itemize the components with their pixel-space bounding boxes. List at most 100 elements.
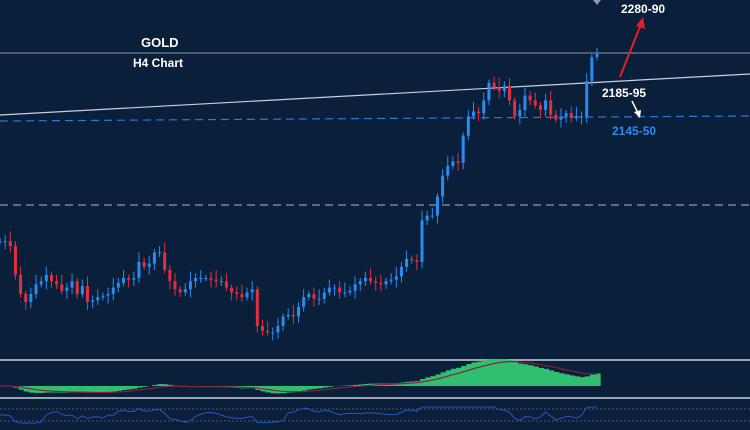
candle-body xyxy=(116,282,120,288)
candle-body xyxy=(327,287,331,293)
candle-body xyxy=(13,246,17,275)
candle-body xyxy=(75,281,79,294)
candle-body xyxy=(533,100,537,106)
macd-bar xyxy=(363,383,370,386)
macd-bar xyxy=(95,386,102,393)
candle-body xyxy=(513,100,517,117)
macd-bar xyxy=(461,366,467,386)
candle-body xyxy=(188,281,192,290)
macd-bar xyxy=(574,376,581,386)
macd-signal-line xyxy=(0,360,598,394)
candle-body xyxy=(60,284,64,291)
macd-bar xyxy=(296,386,303,392)
macd-bar xyxy=(492,358,498,386)
candle-body xyxy=(394,276,398,280)
macd-bar xyxy=(142,386,148,387)
macd-bar xyxy=(23,386,30,392)
candle-body xyxy=(590,57,594,82)
candle-body xyxy=(224,281,228,288)
macd-bar xyxy=(317,386,323,389)
macd-bar xyxy=(75,386,81,393)
candle-body xyxy=(147,263,151,267)
macd-bar xyxy=(100,386,107,393)
macd-bar xyxy=(106,386,112,393)
macd-bar xyxy=(409,381,416,386)
macd-bar xyxy=(497,358,503,386)
macd-bar xyxy=(85,386,92,393)
candle-body xyxy=(353,284,357,291)
candle-body xyxy=(163,252,167,270)
candle-body xyxy=(487,82,491,101)
candle-body xyxy=(137,262,141,278)
macd-bar xyxy=(167,384,174,386)
candle-body xyxy=(502,86,506,91)
macd-bar xyxy=(399,382,406,386)
support-dashed-line xyxy=(0,115,750,122)
candle-body xyxy=(219,281,223,283)
level-label-target: 2280-90 xyxy=(621,2,666,16)
macd-bar xyxy=(116,386,123,391)
candle-body xyxy=(276,326,280,333)
macd-bar xyxy=(502,359,509,386)
macd-bar xyxy=(512,362,519,386)
macd-bar xyxy=(414,381,421,386)
candle-body xyxy=(101,295,105,298)
candle-body xyxy=(538,105,542,110)
macd-bar xyxy=(486,359,493,386)
macd-bar xyxy=(435,374,442,386)
candle-body xyxy=(333,287,337,289)
macd-bar xyxy=(595,373,601,386)
candle-body xyxy=(111,287,115,294)
macd-bar xyxy=(394,383,400,386)
candle-body xyxy=(492,82,496,88)
candle-body xyxy=(482,100,486,114)
candle-body xyxy=(214,279,218,282)
candle-body xyxy=(168,270,172,282)
candle-body xyxy=(477,111,481,114)
candle-body xyxy=(379,282,383,285)
macd-bar xyxy=(121,386,128,391)
candle-body xyxy=(96,297,100,301)
macd-bar xyxy=(358,384,364,386)
candle-body xyxy=(595,54,599,58)
candle-body xyxy=(85,286,89,302)
macd-bar xyxy=(291,386,297,393)
candle-body xyxy=(183,289,187,293)
candle-body xyxy=(44,274,48,282)
macd-bar xyxy=(553,372,560,386)
macd-bar xyxy=(579,377,586,386)
candle-body xyxy=(554,114,558,120)
macd-bar xyxy=(90,386,97,393)
macd-bar xyxy=(522,364,529,386)
arrows xyxy=(619,17,645,118)
candle-body xyxy=(19,274,23,294)
macd-bar xyxy=(420,379,426,386)
candle-body xyxy=(209,278,213,280)
macd-bar xyxy=(327,386,334,387)
candle-body xyxy=(430,215,434,217)
candle-body xyxy=(528,95,532,101)
macd-bar xyxy=(548,370,555,386)
macd-bar xyxy=(126,386,133,390)
candle-body xyxy=(384,281,388,285)
macd-bar xyxy=(528,365,534,386)
macd-bar xyxy=(538,367,545,386)
candle-body xyxy=(250,289,254,293)
candle-body xyxy=(106,294,110,296)
macd-bar xyxy=(569,375,575,386)
macd-bar xyxy=(425,377,431,386)
macd-bar xyxy=(558,373,565,386)
macd-bar xyxy=(306,386,313,390)
candle-body xyxy=(405,258,409,267)
candle-body xyxy=(564,113,568,117)
candle-body xyxy=(199,278,203,279)
candle-body xyxy=(420,220,424,262)
macd-bar xyxy=(347,385,354,386)
oscillator-line xyxy=(0,406,597,424)
chart-title: GOLD xyxy=(141,35,179,50)
macd-bar xyxy=(136,386,143,388)
candle-body xyxy=(230,287,234,293)
macd-bar xyxy=(281,386,287,394)
macd-bar xyxy=(64,386,71,393)
